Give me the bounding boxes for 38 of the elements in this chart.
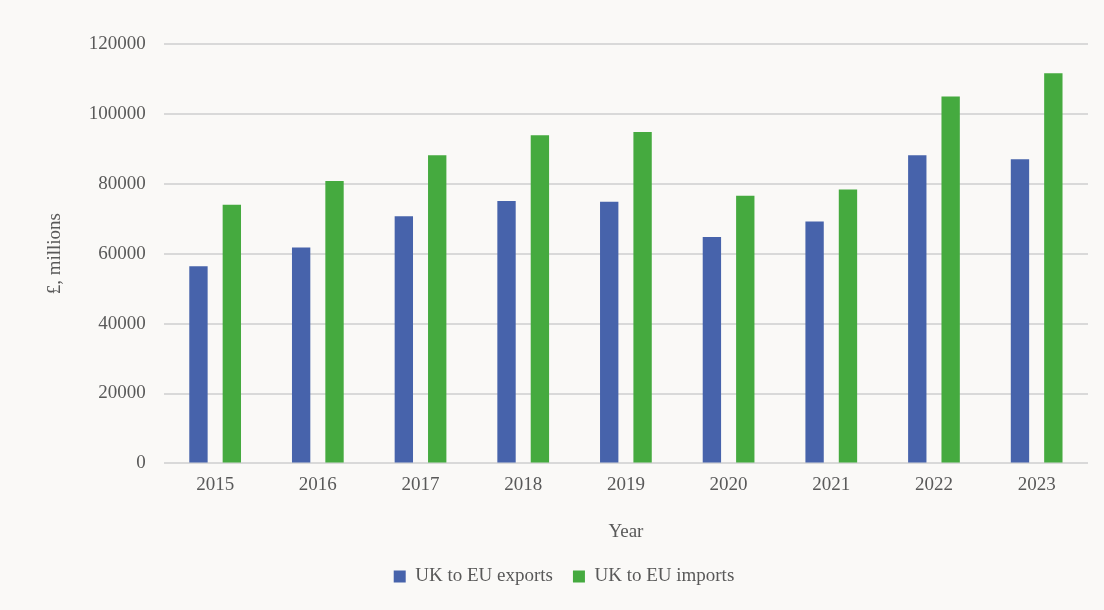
y-axis-title: £, millions (43, 213, 65, 295)
x-tick-label: 2015 (196, 472, 235, 494)
y-tick-label: 0 (136, 451, 146, 473)
x-tick-label: 2023 (1017, 472, 1056, 494)
bar (497, 200, 516, 463)
x-tick-label: 2019 (606, 472, 645, 494)
bar (325, 181, 344, 463)
bar (702, 236, 722, 463)
x-tick-label: 2022 (914, 472, 953, 494)
bar (291, 247, 311, 463)
bar (222, 204, 242, 463)
x-axis-title: Year (608, 519, 645, 541)
bar (1010, 159, 1030, 463)
bar (805, 221, 824, 463)
bar (394, 216, 414, 463)
bar (189, 266, 208, 463)
legend-label: UK to EU exports (415, 564, 553, 586)
x-tick-label: 2020 (709, 472, 748, 494)
bar (428, 155, 447, 463)
bar (736, 195, 755, 463)
bar (633, 132, 652, 463)
bar (530, 135, 550, 463)
y-tick-label: 100000 (88, 101, 146, 123)
y-tick-label: 20000 (98, 381, 146, 403)
bar (908, 155, 927, 463)
bar (600, 201, 619, 463)
y-tick-label: 60000 (98, 241, 146, 263)
x-tick-label: 2016 (298, 472, 337, 494)
bar (941, 96, 960, 463)
x-tick-label: 2021 (812, 472, 851, 494)
x-tick-label: 2018 (504, 472, 543, 494)
x-tick-label: 2017 (401, 472, 440, 494)
legend-label: UK to EU imports (594, 564, 735, 586)
bar (1044, 73, 1063, 463)
y-tick-label: 40000 (98, 311, 146, 333)
bar (838, 189, 858, 463)
y-tick-label: 120000 (88, 31, 146, 53)
y-tick-label: 80000 (98, 171, 146, 193)
